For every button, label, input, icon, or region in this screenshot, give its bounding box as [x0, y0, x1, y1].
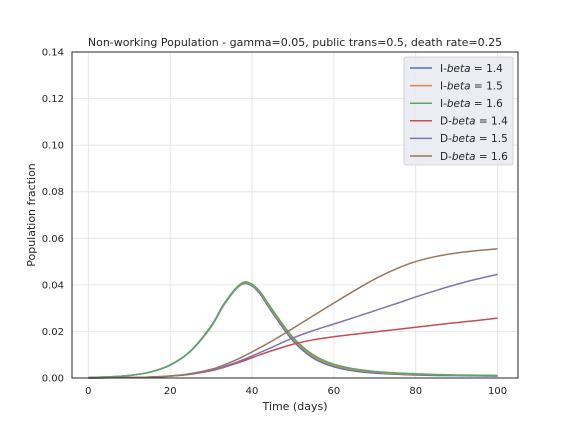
y-tick-label: 0.04	[42, 280, 64, 291]
y-tick-label: 0.14	[42, 48, 64, 59]
x-tick-label: 80	[409, 386, 422, 397]
legend-prefix: I-	[440, 98, 447, 110]
legend-value: 1.5	[491, 133, 508, 145]
legend-equals: =	[471, 63, 486, 75]
legend-prefix: I-	[440, 63, 447, 75]
y-axis-label: Population fraction	[25, 163, 38, 267]
x-tick-label: 20	[164, 386, 177, 397]
legend-entry-5: D-beta = 1.6	[440, 151, 508, 163]
x-tick-label: 0	[85, 386, 91, 397]
y-tick-label: 0.10	[42, 141, 64, 152]
legend-prefix: I-	[440, 80, 447, 92]
legend-entry-2: I-beta = 1.6	[440, 98, 503, 110]
legend-param: beta	[447, 80, 471, 92]
y-tick-label: 0.00	[42, 374, 64, 385]
legend-equals: =	[476, 133, 491, 145]
y-tick-label: 0.06	[42, 234, 64, 245]
legend-param: beta	[452, 133, 476, 145]
legend-entry-3: D-beta = 1.4	[440, 116, 508, 128]
legend-value: 1.4	[491, 116, 508, 128]
chart-title: Non-working Population - gamma=0.05, pub…	[88, 36, 502, 49]
legend-param: beta	[447, 98, 471, 110]
legend-prefix: D-	[440, 151, 452, 163]
axis-ticks: 0 20 40 60 80 100 0.00 0.02 0.04 0.06 0.08 0.10 0.12…	[42, 48, 507, 398]
y-tick-label: 0.02	[42, 327, 64, 338]
legend-equals: =	[476, 116, 491, 128]
legend: I-beta = 1.4I-beta = 1.5I-beta = 1.6D-be…	[403, 56, 514, 166]
legend-equals: =	[471, 80, 486, 92]
legend-value: 1.6	[491, 151, 508, 163]
series-line-5	[88, 248, 498, 379]
x-axis-label: Time (days)	[262, 400, 328, 413]
x-tick-label: 60	[328, 386, 341, 397]
legend-entry-1: I-beta = 1.5	[440, 80, 503, 92]
legend-value: 1.6	[486, 98, 503, 110]
plot-frame	[71, 51, 519, 379]
series-layer	[88, 248, 498, 379]
legend-equals: =	[476, 151, 491, 163]
y-tick-label: 0.12	[42, 94, 64, 105]
legend-value: 1.5	[486, 80, 503, 92]
legend-entry-0: I-beta = 1.4	[440, 63, 503, 75]
series-line-2	[88, 281, 498, 379]
legend-equals: =	[471, 98, 486, 110]
legend-param: beta	[447, 63, 471, 75]
legend-param: beta	[452, 151, 476, 163]
legend-prefix: D-	[440, 133, 452, 145]
legend-value: 1.4	[486, 63, 503, 75]
x-tick-label: 100	[488, 386, 507, 397]
x-tick-label: 40	[246, 386, 259, 397]
legend-prefix: D-	[440, 116, 452, 128]
y-tick-label: 0.08	[42, 187, 64, 198]
legend-param: beta	[452, 116, 476, 128]
legend-entry-4: D-beta = 1.5	[440, 133, 508, 145]
